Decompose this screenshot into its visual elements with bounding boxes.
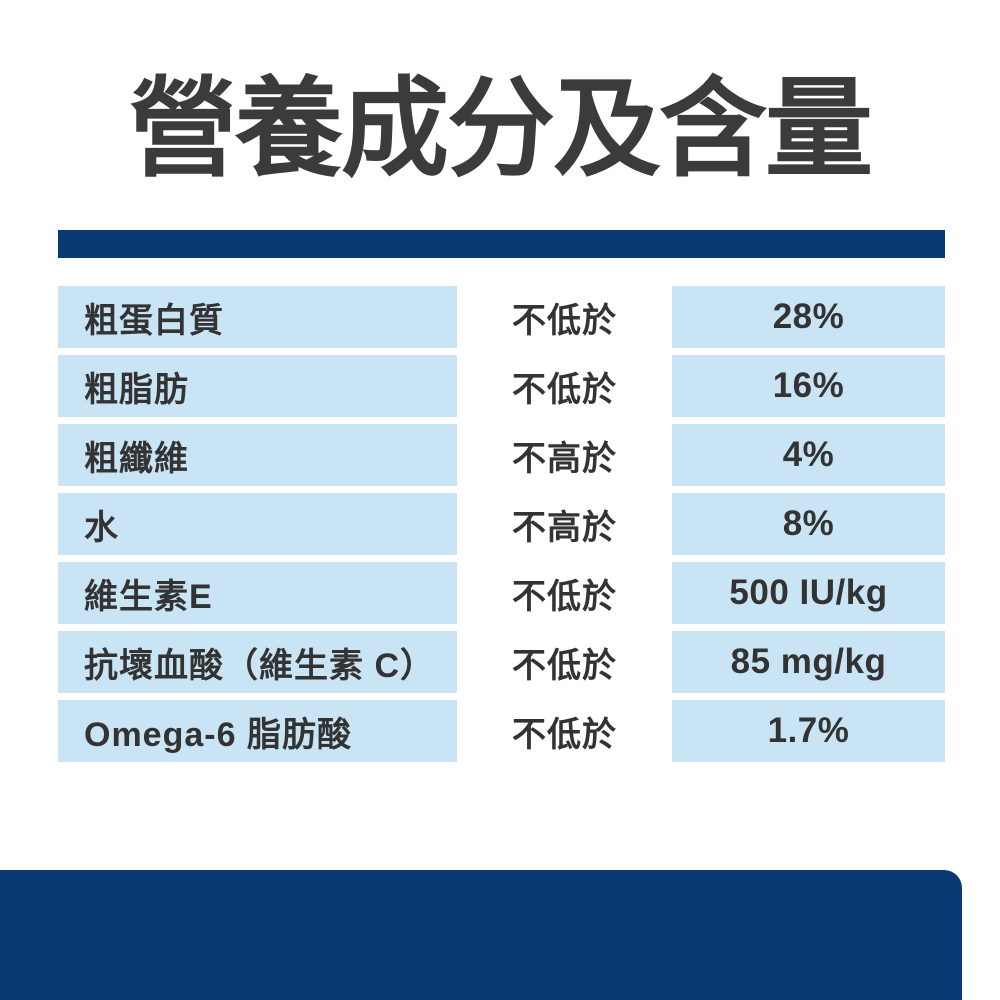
page-title: 營養成分及含量 xyxy=(128,68,873,189)
nutrient-name-cell: Omega-6 脂肪酸 xyxy=(58,700,457,762)
table-row: 粗蛋白質 不低於 28% xyxy=(58,286,945,348)
table-row: 維生素E 不低於 500 IU/kg xyxy=(58,562,945,624)
nutrient-value-cell: 1.7% xyxy=(672,700,945,762)
table-row: 抗壞血酸（維生素 C） 不低於 85 mg/kg xyxy=(58,631,945,693)
nutrient-name-cell: 抗壞血酸（維生素 C） xyxy=(58,631,457,693)
nutrition-table: 粗蛋白質 不低於 28% 粗脂肪 不低於 16% 粗纖維 不高於 4% 水 不高… xyxy=(58,286,945,769)
nutrient-name-cell: 粗脂肪 xyxy=(58,355,457,417)
requirement-qualifier-cell: 不高於 xyxy=(457,424,672,486)
requirement-qualifier-cell: 不低於 xyxy=(457,562,672,624)
nutrient-name-cell: 粗蛋白質 xyxy=(58,286,457,348)
table-row: 水 不高於 8% xyxy=(58,493,945,555)
nutrient-value-cell: 500 IU/kg xyxy=(672,562,945,624)
table-row: 粗纖維 不高於 4% xyxy=(58,424,945,486)
nutrient-value-cell: 4% xyxy=(672,424,945,486)
table-row: Omega-6 脂肪酸 不低於 1.7% xyxy=(58,700,945,762)
requirement-qualifier-cell: 不低於 xyxy=(457,700,672,762)
requirement-qualifier-cell: 不低於 xyxy=(457,286,672,348)
requirement-qualifier-cell: 不低於 xyxy=(457,355,672,417)
nutrient-name-cell: 維生素E xyxy=(58,562,457,624)
nutrient-value-cell: 85 mg/kg xyxy=(672,631,945,693)
requirement-qualifier-cell: 不高於 xyxy=(457,493,672,555)
nutrient-name-cell: 水 xyxy=(58,493,457,555)
requirement-qualifier-cell: 不低於 xyxy=(457,631,672,693)
footer-bar xyxy=(0,870,962,1000)
nutrient-value-cell: 16% xyxy=(672,355,945,417)
table-row: 粗脂肪 不低於 16% xyxy=(58,355,945,417)
nutrient-value-cell: 8% xyxy=(672,493,945,555)
nutrient-name-cell: 粗纖維 xyxy=(58,424,457,486)
nutrient-value-cell: 28% xyxy=(672,286,945,348)
title-divider-bar xyxy=(58,230,945,258)
